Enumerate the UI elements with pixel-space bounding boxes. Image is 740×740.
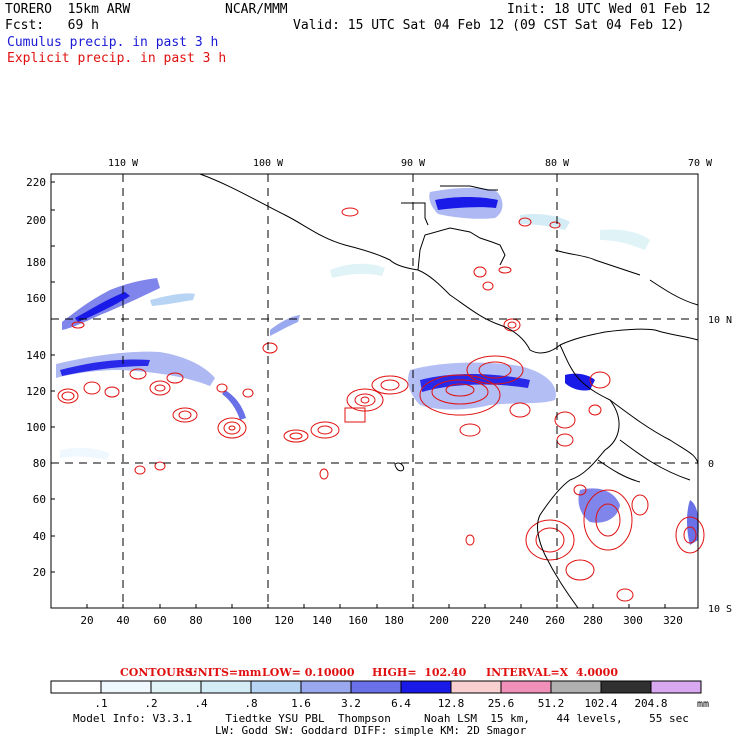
- colorbar-swatch: [400, 680, 452, 694]
- x-tick-label: 280: [583, 614, 603, 627]
- x-tick-label: 160: [348, 614, 368, 627]
- colorbar-swatch: [50, 680, 102, 694]
- colorbar-label: 204.8: [634, 697, 667, 710]
- colorbar-swatch: [600, 680, 652, 694]
- forecast-hour: Fcst: 69 h: [5, 18, 99, 33]
- legend-explicit: Explicit precip. in past 3 h: [7, 51, 227, 66]
- colorbar-label: 25.6: [488, 697, 515, 710]
- colorbar-label: 12.8: [438, 697, 465, 710]
- colorbar-swatch: [250, 680, 302, 694]
- y-tick-label: 60: [33, 493, 46, 506]
- footer-model-info: Model Info: V3.3.1 Tiedtke YSU PBL Thomp…: [73, 712, 689, 725]
- colorbar-label: .2: [144, 697, 157, 710]
- x-tick-label: 100: [232, 614, 252, 627]
- colorbar-label: 102.4: [584, 697, 617, 710]
- colorbar-label: 1.6: [291, 697, 311, 710]
- coastlines: [199, 173, 699, 609]
- contour-units: UNITS=mm: [188, 666, 262, 679]
- colorbar-swatch: [200, 680, 252, 694]
- colorbar-swatch: [450, 680, 502, 694]
- lat-label: 10 N: [708, 315, 732, 326]
- colorbar-label: 6.4: [391, 697, 411, 710]
- y-tick-label: 140: [26, 349, 46, 362]
- x-tick-label: 120: [274, 614, 294, 627]
- colorbar-swatch: [300, 680, 352, 694]
- y-tick-label: 100: [26, 421, 46, 434]
- x-tick-label: 260: [545, 614, 565, 627]
- colorbar-swatch: [150, 680, 202, 694]
- colorbar-label: .4: [194, 697, 208, 710]
- colorbar-swatch: [100, 680, 152, 694]
- colorbar-swatch: [550, 680, 602, 694]
- axis-ticks: [51, 181, 666, 608]
- contour-high: HIGH= 102.40: [372, 666, 467, 679]
- y-tick-label: 80: [33, 457, 46, 470]
- y-tick-label: 180: [26, 256, 46, 269]
- lat-label: 10 S: [708, 604, 732, 615]
- y-tick-label: 20: [33, 566, 46, 579]
- lon-label: 100 W: [253, 158, 284, 169]
- footer-physics: LW: Godd SW: Goddard DIFF: simple KM: 2D…: [215, 724, 527, 737]
- cumulus-precip: [56, 187, 699, 545]
- x-tick-label: 320: [663, 614, 683, 627]
- colorbar-swatch: [350, 680, 402, 694]
- x-tick-label: 80: [189, 614, 202, 627]
- colorbar-swatch: [650, 680, 702, 694]
- contour-interval: INTERVAL=X 4.0000: [486, 666, 618, 679]
- y-tick-label: 160: [26, 292, 46, 305]
- colorbar-label: 51.2: [538, 697, 565, 710]
- y-tick-label: 120: [26, 385, 46, 398]
- x-tick-label: 300: [623, 614, 643, 627]
- colorbar-unit: mm: [697, 699, 709, 710]
- colorbar-label: 3.2: [341, 697, 361, 710]
- colorbar-swatch: [500, 680, 552, 694]
- lon-label: 70 W: [688, 158, 713, 169]
- x-tick-label: 240: [509, 614, 529, 627]
- contour-low: LOW= 0.10000: [262, 666, 355, 679]
- init-time: Init: 18 UTC Wed 01 Feb 12: [507, 2, 711, 17]
- x-tick-label: 180: [384, 614, 404, 627]
- y-tick-label: 220: [26, 176, 46, 189]
- colorbar: .1 .2 .4 .8 1.6 3.2 6.4 12.8 25.6 51.2 102.4 204.8 m…: [50, 680, 709, 710]
- x-tick-label: 20: [80, 614, 93, 627]
- lon-label: 110 W: [108, 158, 139, 169]
- center-label: NCAR/MMM: [225, 2, 288, 17]
- lon-label: 80 W: [545, 158, 570, 169]
- colorbar-label: .1: [94, 697, 107, 710]
- legend-cumulus: Cumulus precip. in past 3 h: [7, 35, 219, 50]
- y-tick-label: 40: [33, 530, 46, 543]
- x-tick-label: 60: [153, 614, 166, 627]
- x-tick-label: 220: [471, 614, 491, 627]
- contour-label: CONTOURS:: [120, 666, 197, 679]
- colorbar-label: .8: [244, 697, 257, 710]
- model-title: TORERO 15km ARW: [5, 2, 131, 17]
- explicit-precip: [57, 207, 705, 602]
- lon-label: 90 W: [401, 158, 426, 169]
- lat-label: 0: [708, 459, 714, 470]
- valid-time: Valid: 15 UTC Sat 04 Feb 12 (09 CST Sat …: [293, 18, 685, 33]
- x-tick-label: 140: [312, 614, 332, 627]
- latlon-grid: [51, 174, 698, 608]
- x-tick-label: 200: [429, 614, 449, 627]
- x-tick-label: 40: [116, 614, 129, 627]
- y-tick-label: 200: [26, 214, 46, 227]
